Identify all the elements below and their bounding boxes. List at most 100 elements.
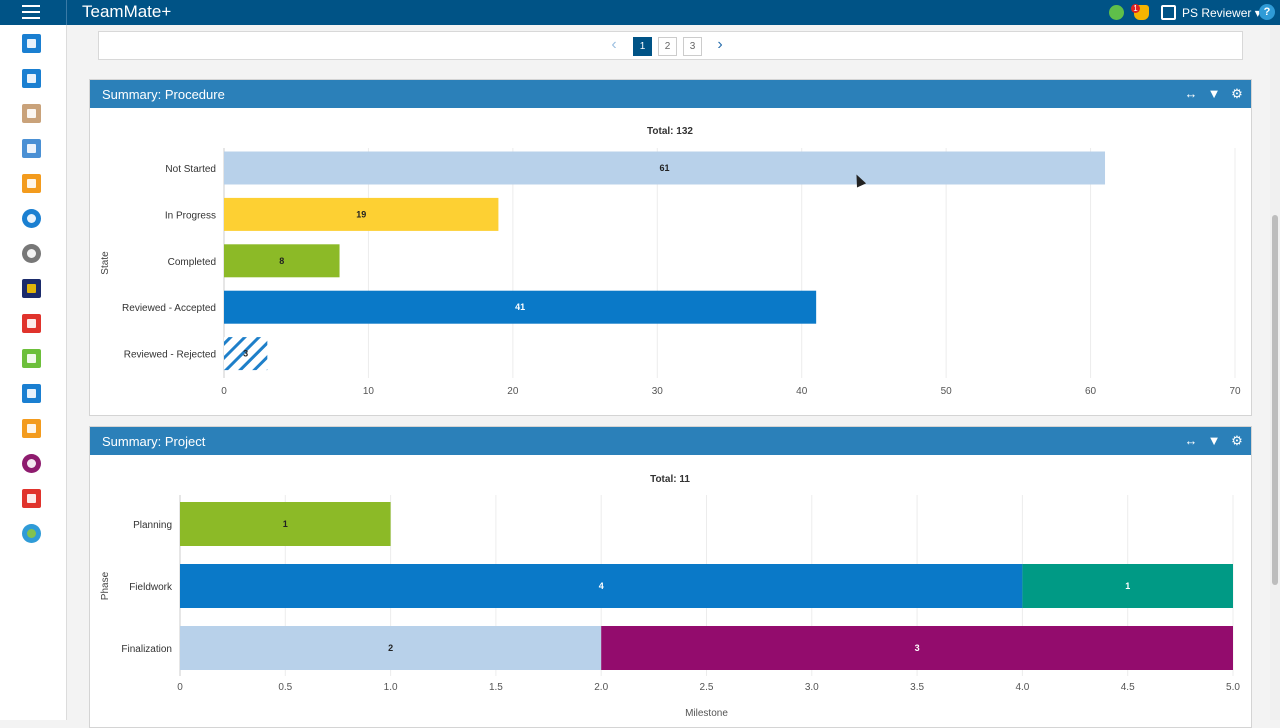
bar-segment: [180, 626, 602, 670]
panel-header: Summary: Project ↔ ▼ ⚙: [90, 427, 1251, 455]
bar-segment: [180, 564, 1023, 608]
project-summary-panel: Summary: Project ↔ ▼ ⚙ Total: 11 0 0.5 1.0 1…: [89, 426, 1252, 728]
segment-value-label: 1: [1125, 581, 1130, 591]
x-tick-label: 1.5: [489, 682, 503, 693]
next-page-icon[interactable]: ›: [717, 36, 723, 53]
panel-header: Summary: Procedure ↔ ▼ ⚙: [90, 80, 1251, 108]
dashboard-icon[interactable]: [22, 69, 41, 88]
panel-title: Summary: Project: [102, 434, 206, 449]
x-tick-label: 0: [221, 386, 227, 397]
settings-icon[interactable]: ⚙: [1231, 86, 1243, 101]
bar-value-label: 8: [279, 256, 284, 266]
x-tick-label: 4.5: [1121, 682, 1135, 693]
x-tick-label: 2.5: [700, 682, 714, 693]
y-axis-label: State: [100, 251, 111, 275]
project-chart: Total: 11 0 0.5 1.0 1.5 2.0 2.5 3.0 3.5 4.0 4.5 5.0…: [100, 474, 1240, 719]
x-tick-label: 3.0: [805, 682, 819, 693]
page-scrollbar[interactable]: [1270, 25, 1280, 720]
clock-icon[interactable]: [22, 244, 41, 263]
user-name: PS Reviewer: [1182, 6, 1252, 20]
segment-value-label: 2: [388, 643, 393, 653]
x-tick-label: 10: [363, 386, 375, 397]
calendar-icon[interactable]: [22, 314, 41, 333]
scrollbar-thumb[interactable]: [1272, 215, 1278, 585]
bar-value-label: 61: [659, 163, 669, 173]
prev-page-icon[interactable]: ‹: [611, 36, 617, 53]
bar: [224, 151, 1106, 185]
expand-icon[interactable]: ↔: [1184, 433, 1198, 448]
category-label: Reviewed - Accepted: [122, 303, 216, 314]
category-label: Finalization: [121, 644, 172, 655]
send-icon[interactable]: [1109, 5, 1124, 20]
document-icon[interactable]: [22, 419, 41, 438]
bar: [224, 244, 340, 278]
x-tick-label: 40: [796, 386, 808, 397]
procedure-chart: Total: 132 0 10 20 30 40 50 60 70 State Not Starte…: [100, 126, 1241, 397]
x-tick-label: 30: [652, 386, 664, 397]
bar-value-label: 3: [243, 349, 248, 359]
bar-value-label: 19: [356, 209, 366, 219]
search-icon[interactable]: [22, 209, 41, 228]
bar-segment: [601, 626, 1233, 670]
warning-icon[interactable]: [22, 489, 41, 508]
help-icon[interactable]: ?: [1259, 4, 1275, 20]
bar-value-label: 41: [515, 302, 525, 312]
top-bar: TeamMate+ 1 PS Reviewer ▾ ?: [0, 0, 1280, 25]
category-label: Completed: [168, 257, 216, 268]
chart-title: Total: 11: [650, 474, 690, 485]
category-label: Reviewed - Rejected: [124, 350, 216, 361]
category-label: Planning: [133, 520, 172, 531]
x-tick-label: 20: [507, 386, 519, 397]
bar: [224, 197, 499, 231]
sidebar: [0, 25, 67, 720]
expand-icon[interactable]: ↔: [1184, 86, 1198, 101]
x-tick-label: 70: [1229, 386, 1241, 397]
x-tick-label: 5.0: [1226, 682, 1240, 693]
x-tick-label: 2.0: [594, 682, 608, 693]
procedure-summary-panel: Summary: Procedure ↔ ▼ ⚙ Total: 132 0 10 20…: [89, 79, 1252, 416]
segment-value-label: 4: [599, 581, 604, 591]
x-tick-label: 60: [1085, 386, 1097, 397]
settings-icon[interactable]: ⚙: [1231, 433, 1243, 448]
briefcase-icon[interactable]: [22, 174, 41, 193]
bell-icon[interactable]: [22, 279, 41, 298]
filter-icon[interactable]: ▼: [1207, 86, 1221, 101]
y-axis-label: Phase: [100, 571, 111, 600]
x-tick-label: 0: [177, 682, 183, 693]
home-icon[interactable]: [22, 34, 41, 53]
category-label: Fieldwork: [129, 582, 173, 593]
top-divider: [66, 0, 67, 25]
category-label: Not Started: [165, 164, 216, 175]
clipboard-icon[interactable]: [22, 104, 41, 123]
alert-circle-icon[interactable]: [22, 454, 41, 473]
notification-badge: 1: [1131, 4, 1140, 13]
category-label: In Progress: [165, 210, 216, 221]
x-tick-label: 3.5: [910, 682, 924, 693]
page-2-button[interactable]: 2: [658, 37, 677, 56]
checklist-icon[interactable]: [22, 384, 41, 403]
x-tick-label: 50: [941, 386, 953, 397]
chart-title: Total: 132: [647, 126, 693, 137]
segment-value-label: 3: [915, 643, 920, 653]
external-link-icon[interactable]: [1161, 5, 1176, 20]
globe-icon[interactable]: [22, 524, 41, 543]
panel-title: Summary: Procedure: [102, 87, 225, 102]
filter-icon[interactable]: ▼: [1207, 433, 1221, 448]
hamburger-icon[interactable]: [22, 5, 40, 19]
x-tick-label: 1.0: [384, 682, 398, 693]
x-axis-label: Milestone: [685, 708, 728, 719]
page-3-button[interactable]: 3: [683, 37, 702, 56]
edit-icon[interactable]: [22, 349, 41, 368]
bar-segment: [1022, 564, 1233, 608]
bar-segment: [180, 502, 391, 546]
x-tick-label: 4.0: [1015, 682, 1029, 693]
tools-icon[interactable]: [22, 139, 41, 158]
app-title: TeamMate+: [82, 2, 172, 21]
bar: [224, 290, 817, 324]
segment-value-label: 1: [283, 519, 288, 529]
page-1-button[interactable]: 1: [633, 37, 652, 56]
user-menu[interactable]: PS Reviewer ▾: [1182, 6, 1261, 20]
bar: [224, 337, 268, 371]
x-tick-label: 0.5: [278, 682, 292, 693]
